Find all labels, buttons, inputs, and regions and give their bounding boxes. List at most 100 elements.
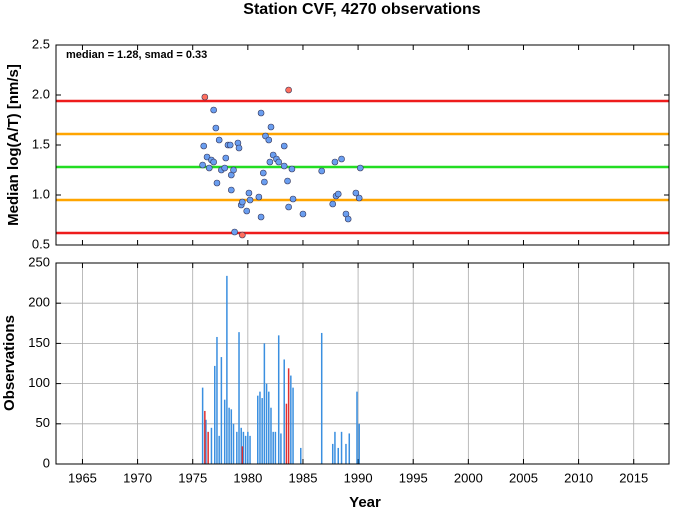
y-tick-label: 2.0 xyxy=(32,86,50,101)
bar xyxy=(241,446,244,464)
point xyxy=(275,158,283,166)
y-tick-label: 1.0 xyxy=(32,186,50,201)
x-tick-label: 1975 xyxy=(178,470,207,485)
x-tick-label: 1970 xyxy=(123,470,152,485)
chart-title: Station CVF, 4270 observations xyxy=(243,1,481,18)
bar xyxy=(356,391,358,464)
point xyxy=(226,141,234,149)
x-tick-label: 2000 xyxy=(454,470,483,485)
bar xyxy=(287,368,290,464)
bar xyxy=(331,443,334,464)
bar xyxy=(345,443,347,464)
bar xyxy=(261,398,263,464)
point xyxy=(259,169,267,177)
point xyxy=(285,203,292,211)
bar xyxy=(223,399,226,464)
bar xyxy=(290,375,292,464)
y-tick-label: 100 xyxy=(28,375,50,390)
point xyxy=(344,215,352,223)
plot-frame xyxy=(55,44,670,246)
bar xyxy=(334,431,336,464)
bar xyxy=(320,332,323,464)
bar xyxy=(236,431,238,464)
point xyxy=(289,195,297,203)
point xyxy=(222,154,230,162)
bar xyxy=(216,336,218,464)
bar xyxy=(274,431,277,464)
point xyxy=(230,166,237,174)
point xyxy=(215,136,223,144)
x-tick-label: 2005 xyxy=(509,470,538,485)
bar xyxy=(358,423,360,464)
x-axis-label: Year xyxy=(349,494,381,511)
bar xyxy=(201,387,204,464)
bar xyxy=(285,403,288,464)
bar xyxy=(270,407,272,464)
bar xyxy=(300,447,302,464)
point xyxy=(255,193,263,201)
bar xyxy=(218,435,220,464)
bar xyxy=(228,407,230,464)
bar xyxy=(230,409,233,464)
y-axis-label: Observations xyxy=(1,315,18,411)
point xyxy=(245,189,253,197)
y-tick-label: 2.5 xyxy=(32,36,50,51)
bar xyxy=(207,431,209,464)
bar xyxy=(337,447,339,464)
point xyxy=(280,162,288,170)
bar xyxy=(283,359,285,464)
bar xyxy=(205,419,207,464)
point xyxy=(355,194,363,202)
point xyxy=(288,165,296,173)
point xyxy=(212,124,220,132)
point xyxy=(210,106,217,114)
bar xyxy=(348,433,351,464)
x-tick-label: 2010 xyxy=(564,470,593,485)
point xyxy=(210,158,217,166)
point xyxy=(356,164,364,172)
bar xyxy=(268,391,270,464)
y-tick-label: 200 xyxy=(28,295,50,310)
point xyxy=(329,200,337,208)
bar xyxy=(280,433,282,464)
point xyxy=(267,123,275,131)
bar xyxy=(263,343,266,464)
bar xyxy=(220,357,223,464)
point xyxy=(331,158,339,166)
bar xyxy=(277,335,280,464)
annotation: median = 1.28, smad = 0.33 xyxy=(66,49,207,61)
plot-frame xyxy=(55,262,670,465)
point xyxy=(280,142,288,150)
bar xyxy=(204,410,206,464)
bar xyxy=(210,427,213,464)
y-tick-label: 50 xyxy=(36,415,50,430)
x-tick-label: 1995 xyxy=(399,470,428,485)
bar xyxy=(232,423,235,464)
y-tick-label: 0 xyxy=(43,455,50,470)
point xyxy=(299,210,307,218)
point xyxy=(318,167,326,175)
point xyxy=(205,164,213,172)
point xyxy=(235,144,243,152)
point xyxy=(261,178,268,186)
bar xyxy=(247,431,249,464)
x-tick-label: 1990 xyxy=(344,470,373,485)
point xyxy=(285,86,292,94)
point xyxy=(334,190,342,198)
y-axis-label: Median log(A/T) [nm/s] xyxy=(5,64,22,226)
bar xyxy=(265,383,268,464)
bar xyxy=(240,427,242,464)
point xyxy=(338,155,345,163)
point xyxy=(265,136,273,144)
bar xyxy=(340,431,343,464)
bar xyxy=(242,431,245,464)
bar xyxy=(244,435,247,464)
point xyxy=(257,109,265,117)
bar xyxy=(249,435,251,464)
point xyxy=(239,231,246,239)
y-tick-label: 0.5 xyxy=(32,236,50,251)
point xyxy=(199,161,206,169)
x-tick-label: 1980 xyxy=(233,470,262,485)
point xyxy=(221,164,228,172)
